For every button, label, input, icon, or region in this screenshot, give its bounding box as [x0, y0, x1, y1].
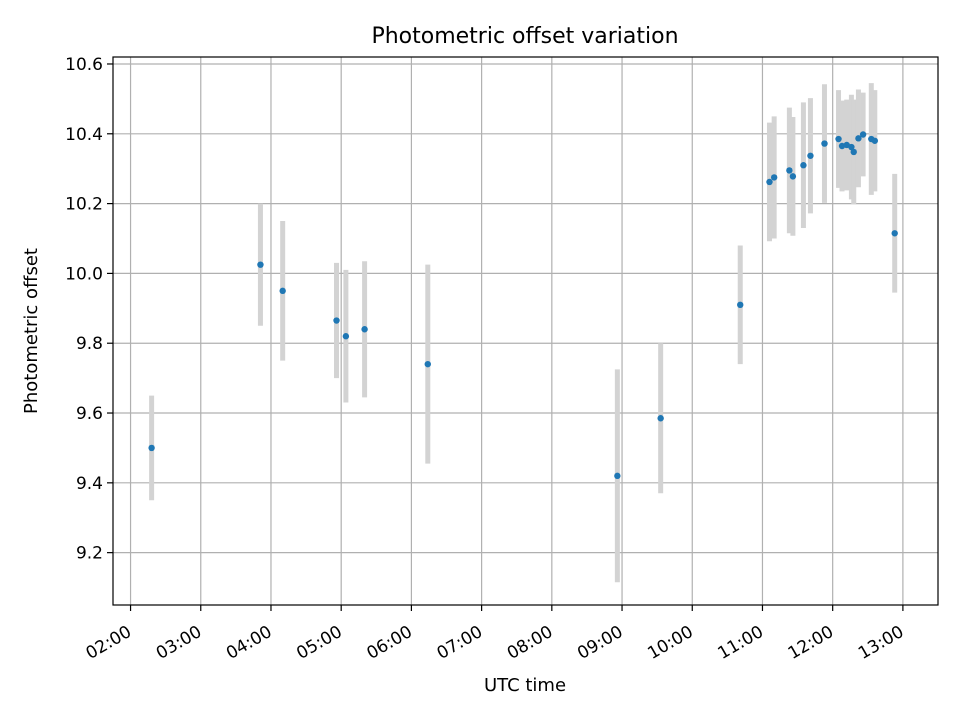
data-point — [891, 230, 898, 237]
y-tick-label: 10.0 — [65, 264, 103, 284]
plot-area-frame — [112, 56, 939, 606]
chart-title: Photometric offset variation — [371, 24, 678, 49]
y-tick-label: 10.2 — [65, 195, 103, 215]
data-point — [807, 152, 814, 159]
data-point — [424, 360, 431, 368]
data-point — [657, 415, 664, 422]
data-point — [148, 444, 155, 452]
data-point — [800, 162, 807, 169]
data-point — [835, 135, 842, 143]
y-tick-label: 9.6 — [76, 404, 103, 424]
data-point — [789, 173, 797, 180]
data-point — [342, 333, 350, 340]
data-point — [821, 140, 828, 147]
data-point — [766, 178, 773, 186]
y-tick-label: 9.4 — [76, 474, 103, 494]
data-point — [614, 472, 621, 480]
y-tick-label: 10.4 — [65, 125, 103, 145]
data-point — [855, 135, 862, 142]
data-point — [859, 131, 867, 138]
data-point — [257, 261, 264, 268]
data-point — [786, 167, 793, 174]
y-tick-label: 9.2 — [76, 544, 103, 564]
data-point — [737, 301, 744, 309]
data-point — [871, 137, 879, 144]
data-points — [148, 131, 898, 480]
y-axis-ticks: 9.2 9.4 9.6 9.8 10.0 10.2 10.4 10.6 — [65, 55, 113, 564]
x-axis-label: UTC time — [484, 675, 566, 696]
data-point — [770, 174, 778, 181]
data-point — [848, 143, 855, 151]
y-tick-label: 9.8 — [76, 334, 103, 354]
data-point — [361, 326, 368, 333]
y-tick-label: 10.6 — [65, 55, 103, 75]
data-point — [279, 287, 286, 295]
data-point — [333, 317, 340, 324]
grid — [113, 57, 938, 605]
y-axis-label: Photometric offset — [21, 248, 42, 414]
data-point — [850, 148, 857, 156]
